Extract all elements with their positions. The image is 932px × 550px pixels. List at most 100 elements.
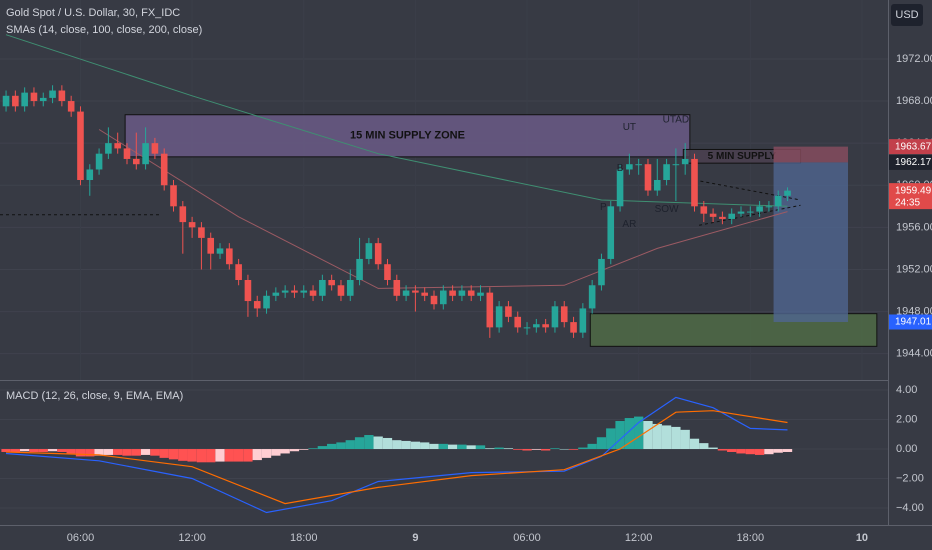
histogram-bar: [429, 443, 439, 450]
candle-body: [626, 164, 633, 170]
histogram-bar: [94, 449, 104, 456]
candle-body: [765, 206, 773, 208]
candle-body: [514, 316, 522, 328]
histogram-bar: [457, 444, 467, 450]
x-tick-label: 10: [856, 532, 868, 544]
candle-body: [560, 306, 568, 323]
candle-body: [542, 324, 549, 328]
candle-body: [170, 185, 177, 207]
candle-body: [114, 143, 121, 149]
histogram-bar: [447, 444, 458, 450]
histogram-bar: [578, 447, 588, 450]
candle-body: [179, 206, 187, 223]
histogram-bar: [29, 449, 39, 452]
candle-body: [21, 92, 28, 107]
histogram-bar: [596, 437, 607, 450]
histogram-bar: [261, 449, 272, 458]
candle-body: [467, 290, 475, 296]
stop-area: [773, 146, 848, 163]
candle-body: [672, 164, 680, 166]
main-pane: 15 MIN SUPPLY ZONE 5 MIN SUPPLY UT UTAD B P AR…: [0, 34, 878, 347]
currency-button[interactable]: [891, 4, 923, 26]
candle-body: [412, 290, 419, 293]
candle-body: [30, 92, 38, 102]
histogram-bar: [85, 449, 95, 457]
histogram-bar: [764, 449, 774, 455]
candle-body: [747, 211, 754, 213]
histogram-bar: [410, 441, 421, 450]
candle-body: [430, 295, 438, 305]
candle-body: [495, 306, 503, 328]
candle-body: [235, 264, 242, 280]
candle-body: [300, 290, 308, 293]
candle-body: [12, 95, 19, 107]
candle-body: [486, 292, 494, 328]
candle-body: [244, 280, 252, 302]
price-label: 1962.17: [895, 157, 932, 168]
candle-body: [263, 295, 270, 309]
histogram-bar: [196, 449, 207, 463]
histogram-bar: [20, 449, 30, 452]
candle-body: [132, 158, 140, 165]
x-tick-label: 12:00: [625, 532, 653, 544]
candle-body: [681, 158, 689, 165]
candle-body: [291, 290, 298, 293]
dashed-trendline: [699, 204, 801, 226]
candle-body: [2, 95, 10, 107]
countdown-label: 24:35: [895, 197, 920, 208]
y-tick-label: 0.00: [896, 443, 917, 455]
histogram-bar: [736, 449, 746, 454]
histogram-bar: [364, 435, 374, 450]
histogram-bar: [215, 449, 225, 462]
histogram-bar: [513, 449, 523, 450]
price-label: 1959.49: [895, 185, 932, 196]
wyckoff-label: AR: [622, 219, 636, 230]
currency-label[interactable]: USD: [895, 9, 918, 21]
wyckoff-label: UTAD: [663, 115, 689, 126]
candle-body: [774, 195, 782, 207]
candle-body: [607, 206, 615, 259]
candle-body: [523, 327, 531, 329]
histogram-bar: [113, 449, 123, 455]
candle-body: [356, 258, 363, 280]
candle-body: [58, 90, 66, 102]
histogram-bar: [103, 449, 114, 455]
candle-body: [198, 227, 205, 238]
histogram-bar: [540, 449, 551, 451]
candle-body: [328, 280, 335, 286]
x-tick-label: 06:00: [513, 532, 541, 544]
histogram-bar: [745, 449, 755, 455]
candle-body: [653, 180, 661, 191]
candle-body: [477, 292, 484, 296]
price-label-bg: [889, 139, 932, 155]
histogram-bar: [420, 442, 430, 450]
wyckoff-label: B: [617, 163, 624, 174]
histogram-bar: [243, 449, 253, 462]
candle-body: [67, 101, 75, 112]
candle-body: [160, 153, 168, 186]
candle-body: [105, 143, 112, 154]
candle-body: [393, 280, 401, 296]
histogram-bar: [475, 445, 486, 450]
histogram-bar: [75, 449, 86, 457]
candle-body: [737, 211, 745, 214]
histogram-bar: [224, 449, 234, 462]
candle-body: [719, 216, 726, 219]
histogram-bar: [680, 429, 690, 450]
price-label-bg: [889, 154, 932, 170]
histogram-bar: [522, 449, 532, 451]
wyckoff-label: P: [600, 202, 607, 213]
histogram-bar: [159, 449, 169, 458]
y-tick-label: 1944.00: [896, 348, 932, 360]
candle-body: [588, 285, 596, 309]
macd-legend: MACD (12, 26, close, 9, EMA, EMA): [6, 390, 183, 402]
candle-body: [449, 290, 456, 296]
candle-body: [272, 292, 280, 296]
y-tick-label: 1972.00: [896, 53, 932, 65]
candle-body: [39, 97, 47, 102]
histogram-bar: [168, 449, 179, 460]
histogram-bar: [699, 443, 709, 450]
candle-body: [663, 164, 670, 180]
candle-body: [365, 243, 373, 259]
